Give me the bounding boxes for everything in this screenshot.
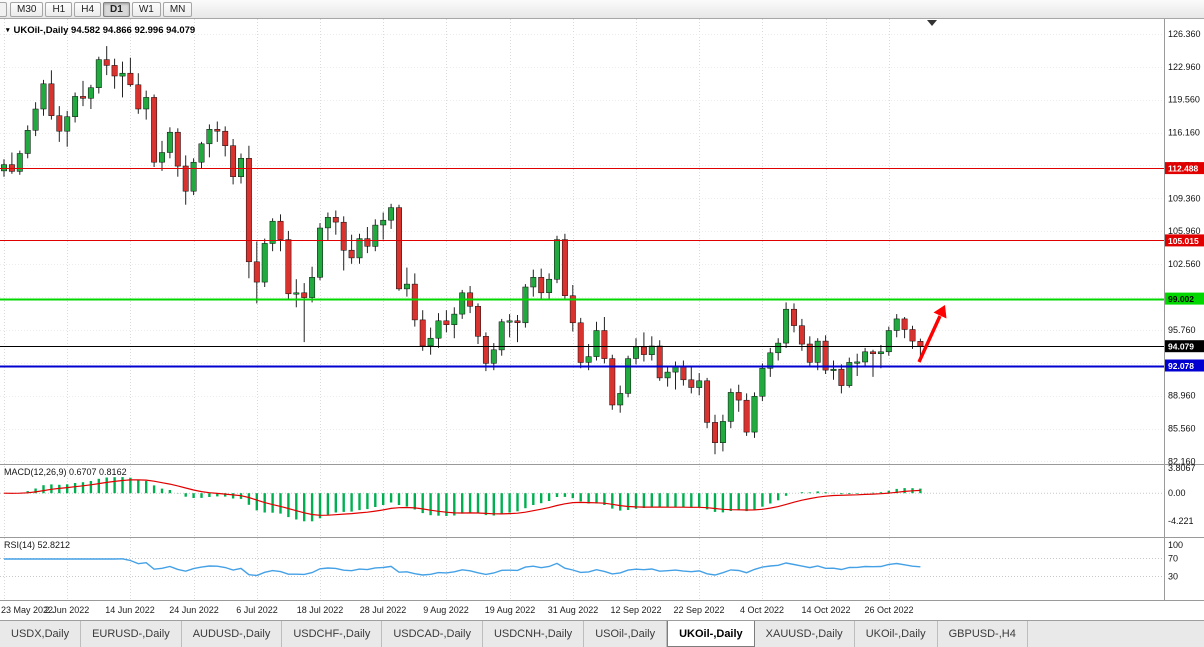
svg-text:0.00: 0.00	[1168, 488, 1186, 498]
svg-text:19 Aug 2022: 19 Aug 2022	[485, 605, 536, 615]
svg-text:30: 30	[1168, 572, 1178, 582]
rsi-layer	[0, 558, 1164, 577]
timeframe-button-d1[interactable]: D1	[103, 1, 130, 17]
svg-text:14 Jun 2022: 14 Jun 2022	[105, 605, 155, 615]
level-lines-layer[interactable]	[0, 168, 1164, 368]
svg-text:88.960: 88.960	[1168, 391, 1196, 401]
clipped-timeframe-button[interactable]	[0, 1, 7, 17]
svg-text:28 Jul 2022: 28 Jul 2022	[360, 605, 407, 615]
chart-area[interactable]: 126.360122.960119.560116.160112.760109.3…	[0, 19, 1204, 620]
chart-tab-10-gbpusd-h4[interactable]: GBPUSD-,H4	[938, 621, 1028, 647]
svg-text:23 May 2022: 23 May 2022	[1, 605, 53, 615]
svg-text:-4.221: -4.221	[1168, 516, 1194, 526]
svg-text:85.560: 85.560	[1168, 424, 1196, 434]
chart-tab-2-audusd-daily[interactable]: AUDUSD-,Daily	[182, 621, 283, 647]
macd-layer	[0, 477, 1164, 522]
svg-text:102.560: 102.560	[1168, 259, 1201, 269]
chart-tab-0-usdx-daily[interactable]: USDX,Daily	[0, 621, 82, 647]
chart-tab-8-xauusd-daily[interactable]: XAUUSD-,Daily	[755, 621, 855, 647]
svg-text:105.015: 105.015	[1168, 236, 1199, 246]
svg-text:26 Oct 2022: 26 Oct 2022	[864, 605, 913, 615]
timeframe-toolbar: M30 H1 H4 D1 W1 MN	[0, 0, 1204, 19]
timeframe-button-mn[interactable]: MN	[162, 1, 193, 17]
price-badges: 112.488 105.015 99.002 94.079 92.078	[1165, 162, 1204, 372]
svg-text:99.002: 99.002	[1168, 294, 1194, 304]
svg-text:112.488: 112.488	[1168, 164, 1199, 174]
svg-text:2 Jun 2022: 2 Jun 2022	[45, 605, 90, 615]
chart-canvas[interactable]: 126.360122.960119.560116.160112.760109.3…	[0, 19, 1204, 620]
timeframe-button-h4[interactable]: H4	[74, 1, 102, 17]
chart-tab-5-usdcnh-daily[interactable]: USDCNH-,Daily	[483, 621, 585, 647]
svg-text:4 Oct 2022: 4 Oct 2022	[740, 605, 784, 615]
svg-text:18 Jul 2022: 18 Jul 2022	[297, 605, 344, 615]
timeframe-button-h1[interactable]: H1	[45, 1, 73, 17]
chart-tab-9-ukoil-daily[interactable]: UKOil-,Daily	[855, 621, 938, 647]
svg-text:95.760: 95.760	[1168, 325, 1196, 335]
svg-text:109.360: 109.360	[1168, 193, 1201, 203]
chart-tabbar: USDX,Daily EURUSD-,Daily AUDUSD-,Daily USDC…	[0, 620, 1204, 647]
candlestick-layer	[1, 46, 924, 455]
svg-text:3.8067: 3.8067	[1168, 463, 1196, 473]
svg-text:12 Sep 2022: 12 Sep 2022	[610, 605, 661, 615]
svg-text:6 Jul 2022: 6 Jul 2022	[236, 605, 278, 615]
svg-text:100: 100	[1168, 540, 1183, 550]
svg-text:24 Jun 2022: 24 Jun 2022	[169, 605, 219, 615]
timeframe-button-w1[interactable]: W1	[131, 1, 161, 17]
svg-text:119.560: 119.560	[1168, 95, 1200, 105]
svg-text:126.360: 126.360	[1168, 29, 1201, 39]
svg-text:82.160: 82.160	[1168, 457, 1196, 467]
chart-tab-3-usdchf-daily[interactable]: USDCHF-,Daily	[282, 621, 383, 647]
chart-shift-marker[interactable]	[927, 20, 937, 26]
chart-tab-6-usoil-daily[interactable]: USOil-,Daily	[584, 621, 668, 647]
timeframe-button-m30[interactable]: M30	[10, 1, 44, 17]
svg-text:122.960: 122.960	[1168, 62, 1201, 72]
svg-text:9 Aug 2022: 9 Aug 2022	[423, 605, 469, 615]
chart-tab-4-usdcad-daily[interactable]: USDCAD-,Daily	[382, 621, 483, 647]
chart-tab-7-ukoil-daily[interactable]: UKOil-,Daily	[667, 621, 755, 647]
trend-arrow[interactable]	[917, 305, 947, 363]
chart-tab-1-eurusd-daily[interactable]: EURUSD-,Daily	[81, 621, 182, 647]
svg-text:31 Aug 2022: 31 Aug 2022	[548, 605, 599, 615]
svg-text:116.160: 116.160	[1168, 128, 1200, 138]
svg-text:92.078: 92.078	[1168, 361, 1194, 371]
svg-text:105.960: 105.960	[1168, 226, 1201, 236]
svg-text:22 Sep 2022: 22 Sep 2022	[673, 605, 724, 615]
svg-text:70: 70	[1168, 554, 1178, 564]
svg-text:94.079: 94.079	[1168, 342, 1194, 352]
svg-text:14 Oct 2022: 14 Oct 2022	[801, 605, 850, 615]
